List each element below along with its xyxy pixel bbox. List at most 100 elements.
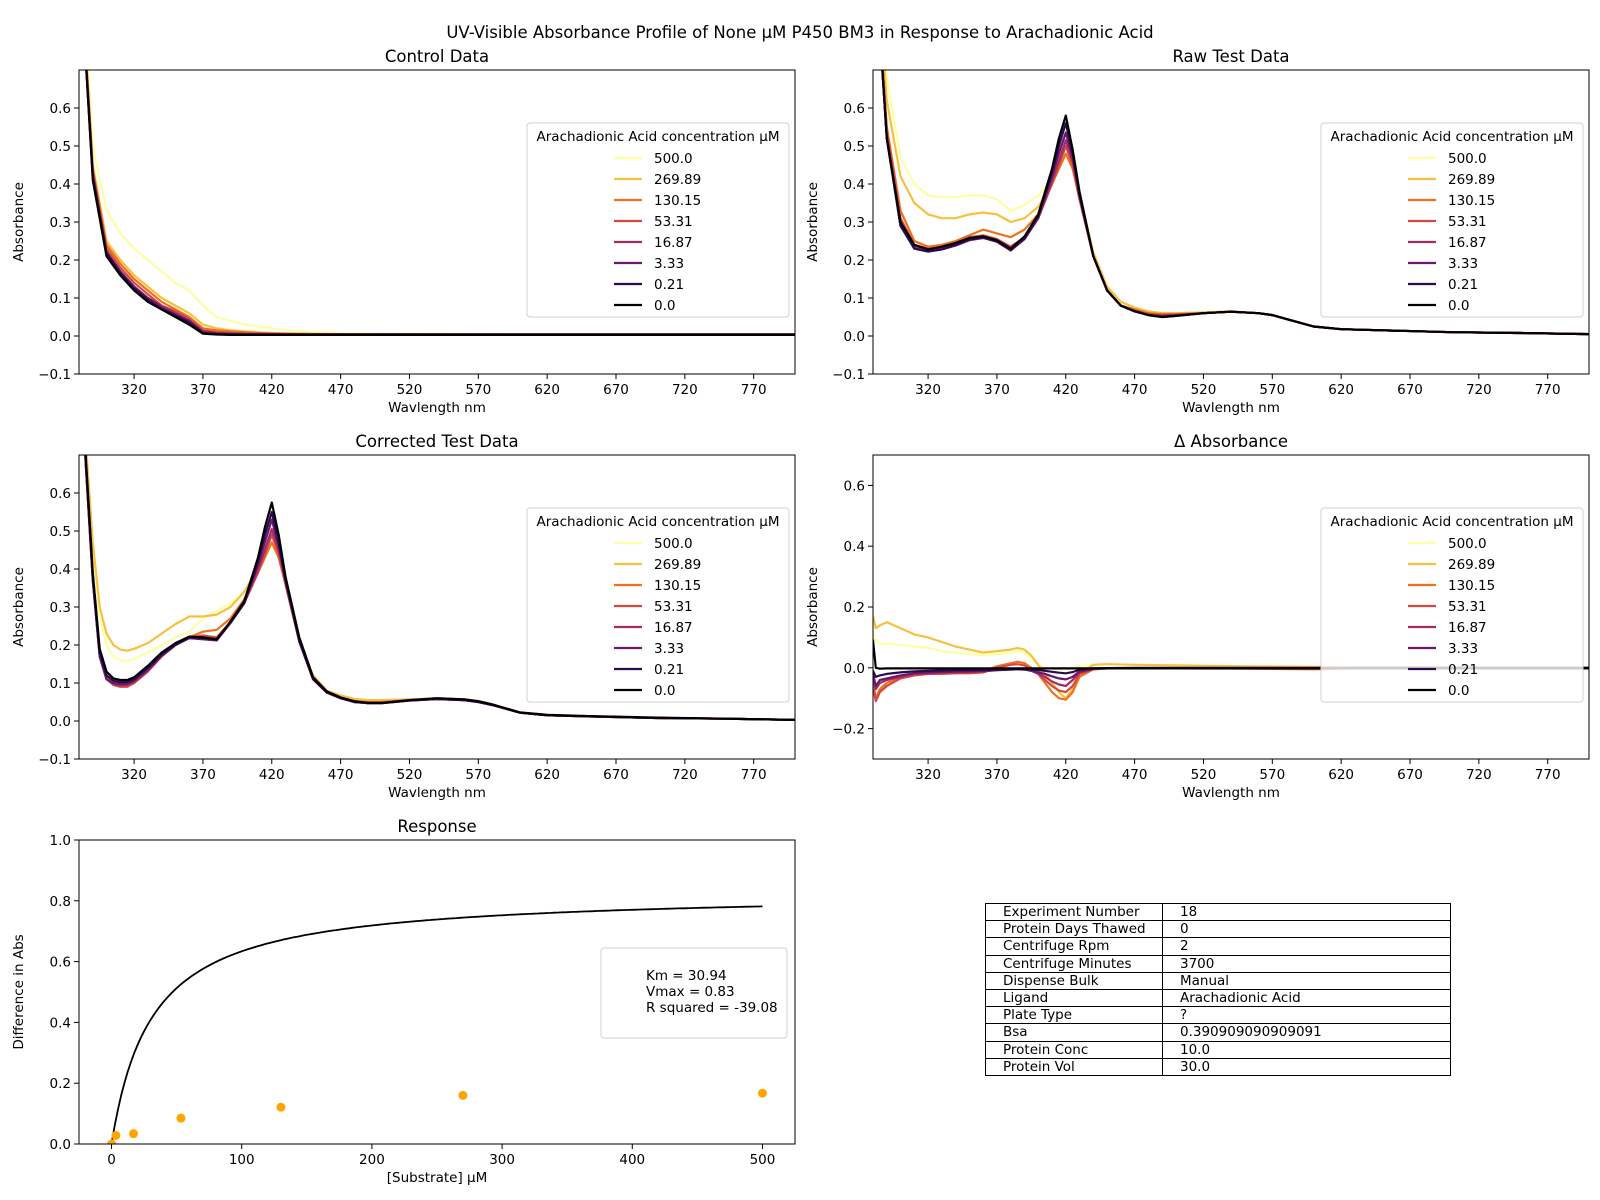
legend-entry: 0.0 [1448,298,1469,314]
data-point [276,1102,286,1112]
plot-area [881,70,1589,336]
y-axis-label: Difference in Abs [11,934,27,1049]
plot-area [107,905,767,1144]
legend-entry: 16.87 [654,620,693,636]
legend-entry: 269.89 [654,557,701,573]
panel-title: Raw Test Data [1172,47,1289,66]
table-value: 18 [1162,902,1451,922]
table-row: Centrifuge Minutes 3700 [985,954,1451,973]
x-tick-label: 320 [915,767,941,783]
x-tick-label: 520 [1191,382,1217,398]
x-tick-label: 620 [534,382,560,398]
legend-entry: 53.31 [654,599,693,615]
y-tick-label: 0.4 [844,177,865,193]
panel-title: Corrected Test Data [355,432,518,451]
x-tick-label: 500 [750,1152,776,1168]
y-tick-label: 0.4 [50,562,71,578]
y-tick-label: 0.6 [844,478,865,494]
legend-box [526,507,790,703]
y-tick-label: 0.6 [50,955,71,971]
table-row: Bsa 0.390909090909091 [985,1023,1451,1042]
legend-title: Arachadionic Acid concentration µM [537,129,780,145]
legend-entry: 130.15 [654,193,701,209]
y-tick-label: −0.2 [832,722,865,738]
series-line-0.0 [873,639,1589,670]
data-point [757,1088,767,1098]
legend-entry: 500.0 [1448,151,1487,167]
x-tick-label: 620 [1328,382,1354,398]
legend-entry: 0.21 [654,277,684,293]
legend-entry: 0.21 [1448,277,1478,293]
y-tick-label: 0.1 [50,676,71,692]
legend-entry: 269.89 [1448,557,1495,573]
axes-frame [78,69,796,375]
table-value: 3700 [1162,954,1451,973]
y-tick-label: 0.2 [50,1076,71,1092]
table-value: 10.0 [1162,1040,1451,1059]
data-point [111,1130,121,1140]
y-tick-label: 0.5 [50,139,71,155]
plot-area [85,70,795,336]
legend-entry: 3.33 [1448,641,1478,657]
plot-area [84,455,795,722]
table-key: Bsa [985,1023,1163,1042]
table-key: Protein Days Thawed [985,920,1163,939]
legend-entry: 3.33 [654,641,684,657]
x-tick-label: 370 [984,382,1010,398]
axes-frame [872,69,1590,375]
legend-entry: 500.0 [654,151,693,167]
x-tick-label: 720 [1466,767,1492,783]
x-axis-label: [Substrate] µM [387,1170,488,1186]
plot-area [873,614,1589,703]
y-tick-label: 0.0 [50,329,71,345]
legend-title: Arachadionic Acid concentration µM [1331,129,1574,145]
y-tick-label: 0.6 [50,101,71,117]
fit-annotation-box [600,947,788,1039]
x-tick-label: 470 [1122,382,1148,398]
x-tick-label: 620 [1328,767,1354,783]
legend-entry: 16.87 [654,235,693,251]
series-line-0.0 [85,70,795,336]
y-tick-label: 0.5 [844,139,865,155]
table-row: Dispense Bulk Manual [985,971,1451,990]
y-tick-label: 0.3 [50,600,71,616]
axes-frame [78,839,796,1145]
legend-entry: 53.31 [1448,599,1487,615]
axes-frame [78,454,796,760]
legend-entry: 130.15 [1448,578,1495,594]
table-key: Experiment Number [985,902,1163,922]
table-key: Plate Type [985,1006,1163,1025]
y-tick-label: −0.1 [38,367,71,383]
x-tick-label: 520 [1191,767,1217,783]
x-tick-label: 420 [1053,382,1079,398]
legend-entry: 0.21 [1448,662,1478,678]
x-axis-label: Wavlength nm [1182,785,1280,801]
legend-title: Arachadionic Acid concentration µM [537,514,780,530]
table-value: 0.390909090909091 [1162,1023,1451,1042]
x-tick-label: 470 [328,382,354,398]
legend-entry: 3.33 [1448,256,1478,272]
y-axis-label: Absorbance [11,567,27,647]
x-axis-label: Wavlength nm [388,785,486,801]
legend-box [1320,122,1584,318]
fit-annotation-text: Vmax = 0.83 [646,984,735,1000]
table-row: Protein Vol 30.0 [985,1057,1451,1076]
x-tick-label: 720 [672,382,698,398]
x-tick-label: 770 [1535,767,1561,783]
table-row: Centrifuge Rpm 2 [985,937,1451,956]
y-axis-label: Absorbance [805,182,821,262]
x-tick-label: 0 [107,1152,116,1168]
legend-entry: 130.15 [1448,193,1495,209]
x-tick-label: 420 [1053,767,1079,783]
x-tick-label: 400 [619,1152,645,1168]
y-tick-label: 0.8 [50,894,71,910]
y-tick-label: 0.2 [844,253,865,269]
legend-entry: 269.89 [654,172,701,188]
y-tick-label: 0.2 [844,600,865,616]
x-tick-label: 470 [328,767,354,783]
legend-entry: 269.89 [1448,172,1495,188]
table-key: Centrifuge Minutes [985,954,1163,973]
y-tick-label: 0.3 [50,215,71,231]
y-tick-label: 0.3 [844,215,865,231]
table-key: Dispense Bulk [985,971,1163,990]
